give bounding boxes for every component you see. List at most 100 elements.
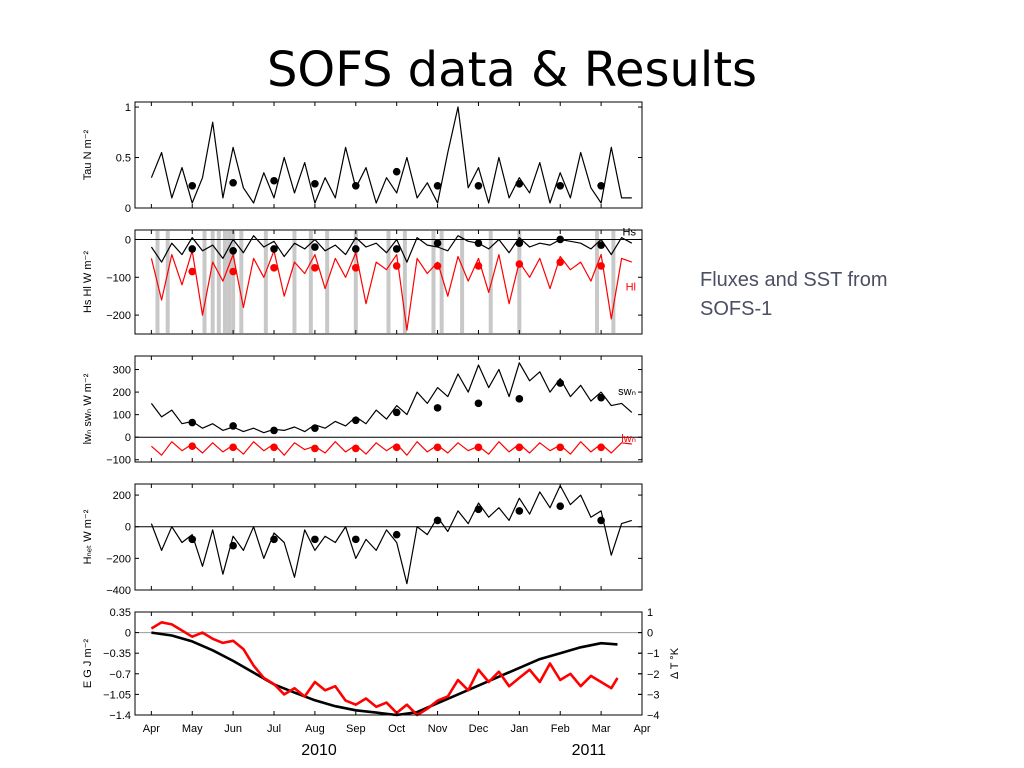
ytick-label-3: −0.35 bbox=[103, 648, 131, 660]
axes-frame bbox=[134, 101, 643, 209]
point-s2-6 bbox=[433, 262, 442, 270]
point-s3-1 bbox=[229, 247, 237, 255]
shade-bar-13 bbox=[353, 231, 358, 333]
series-line-0 bbox=[150, 250, 633, 331]
ytick-label-2: −0.7 bbox=[109, 669, 131, 681]
shade-bar-18 bbox=[460, 231, 465, 333]
point-s3-5 bbox=[392, 443, 401, 452]
series-label-1: Hl bbox=[626, 281, 636, 293]
point-s3-8 bbox=[515, 443, 524, 452]
ytick-label-0: −100 bbox=[106, 455, 131, 467]
point-s1-10 bbox=[597, 516, 605, 525]
xtick-label-10: Feb bbox=[551, 723, 570, 735]
ytick-label-0: −400 bbox=[106, 585, 131, 597]
point-s2-3 bbox=[311, 264, 319, 272]
series-line-0 bbox=[150, 106, 632, 204]
point-s3-3 bbox=[311, 243, 319, 251]
point-s1-10 bbox=[597, 181, 605, 190]
ytick-right-label-5: 1 bbox=[647, 607, 653, 619]
point-s3-2 bbox=[270, 245, 278, 253]
point-s2-7 bbox=[474, 262, 483, 270]
point-s3-1 bbox=[229, 443, 237, 452]
shade-bar-5 bbox=[222, 231, 227, 333]
ytick-label-3: 200 bbox=[113, 490, 131, 502]
point-s2-2 bbox=[270, 264, 278, 272]
shade-bar-4 bbox=[216, 231, 221, 333]
point-s2-9 bbox=[556, 258, 565, 266]
ytick-right-label-2: −2 bbox=[647, 669, 660, 681]
point-s3-2 bbox=[270, 443, 278, 452]
xtick-label-12: Apr bbox=[633, 723, 650, 735]
series-line-0 bbox=[150, 362, 633, 434]
ytick-label-5: 0.35 bbox=[110, 607, 131, 619]
point-s3-4 bbox=[351, 444, 360, 453]
xtick-label-6: Oct bbox=[388, 723, 405, 735]
point-s2-5 bbox=[392, 408, 401, 417]
point-s1-5 bbox=[392, 530, 401, 539]
point-s1-2 bbox=[270, 176, 278, 185]
panel-2: −200 −100 0 Hs Hl W m⁻² Hs Hl bbox=[82, 226, 643, 335]
panel-1: 0 0.5 1 Tau N m⁻² bbox=[82, 101, 643, 215]
series-line-0 bbox=[150, 485, 632, 585]
point-s3-4 bbox=[351, 245, 360, 253]
ylabel: Hₙₑₜ W m⁻² bbox=[82, 509, 94, 564]
year-label-1: 2011 bbox=[572, 742, 607, 759]
xtick-label-1: May bbox=[182, 723, 203, 735]
shade-bar-20 bbox=[517, 231, 522, 333]
ylabel-right: Δ T °K bbox=[669, 647, 681, 679]
point-s1-6 bbox=[433, 516, 442, 525]
series-line-1 bbox=[150, 235, 633, 263]
caption-line-1: Fluxes and SST from bbox=[700, 269, 888, 291]
point-s1-3 bbox=[311, 535, 319, 544]
point-s2-10 bbox=[597, 393, 605, 402]
point-s3-6 bbox=[433, 443, 442, 452]
series-line-0 bbox=[151, 631, 618, 717]
shade-bar-14 bbox=[386, 231, 391, 333]
point-s1-9 bbox=[556, 181, 565, 190]
point-s1-7 bbox=[474, 505, 483, 514]
point-s3-7 bbox=[474, 443, 483, 452]
shade-bar-15 bbox=[402, 231, 407, 333]
point-s2-6 bbox=[433, 404, 442, 412]
xtick-label-3: Jul bbox=[267, 723, 281, 735]
shade-bar-19 bbox=[488, 231, 493, 333]
point-s3-6 bbox=[433, 239, 442, 248]
xtick-label-11: Mar bbox=[592, 723, 611, 735]
ylabel: lwₙ swₙ W m⁻² bbox=[82, 373, 94, 444]
year-label-0: 2010 bbox=[301, 742, 337, 759]
ytick-label-3: 200 bbox=[113, 387, 131, 399]
ytick-label-4: 300 bbox=[113, 365, 131, 377]
xtick-label-9: Jan bbox=[510, 723, 528, 735]
axes-frame bbox=[134, 483, 643, 591]
ylabel: E G J m⁻² bbox=[82, 639, 94, 689]
series-label-0: swₙ bbox=[618, 386, 636, 398]
point-s1-0 bbox=[188, 181, 197, 190]
axes-frame bbox=[134, 355, 643, 463]
caption-line-2: SOFS-1 bbox=[700, 298, 773, 320]
point-s1-7 bbox=[474, 181, 483, 190]
point-s2-4 bbox=[351, 416, 360, 425]
ytick-label-2: 0 bbox=[125, 234, 131, 246]
ytick-label-1: 0.5 bbox=[116, 153, 131, 165]
point-s3-0 bbox=[188, 442, 197, 451]
ytick-right-label-0: −4 bbox=[647, 710, 660, 722]
ylabel: Hs Hl W m⁻² bbox=[82, 251, 94, 313]
ytick-label-2: 0 bbox=[125, 522, 131, 534]
ytick-label-2: 1 bbox=[125, 102, 131, 114]
ytick-right-label-4: 0 bbox=[647, 628, 653, 640]
xtick-label-0: Apr bbox=[143, 723, 160, 735]
shade-bar-3 bbox=[210, 231, 215, 333]
point-s3-5 bbox=[392, 245, 401, 253]
point-s3-9 bbox=[556, 443, 565, 452]
shade-bar-16 bbox=[431, 231, 436, 333]
ytick-right-label-3: −1 bbox=[647, 648, 660, 660]
point-s3-10 bbox=[597, 241, 605, 249]
shade-bar-9 bbox=[263, 231, 268, 333]
point-s3-3 bbox=[311, 444, 319, 453]
ytick-label-4: 0 bbox=[125, 628, 131, 640]
ytick-label-0: 0 bbox=[125, 203, 131, 215]
panel-5: −1.4 −1.05 −0.7 −0.35 0 0.35 −4 −3 −2 −1 0 1 Apr May J… bbox=[82, 607, 681, 759]
point-s1-4 bbox=[351, 535, 360, 544]
point-s1-6 bbox=[433, 181, 442, 190]
